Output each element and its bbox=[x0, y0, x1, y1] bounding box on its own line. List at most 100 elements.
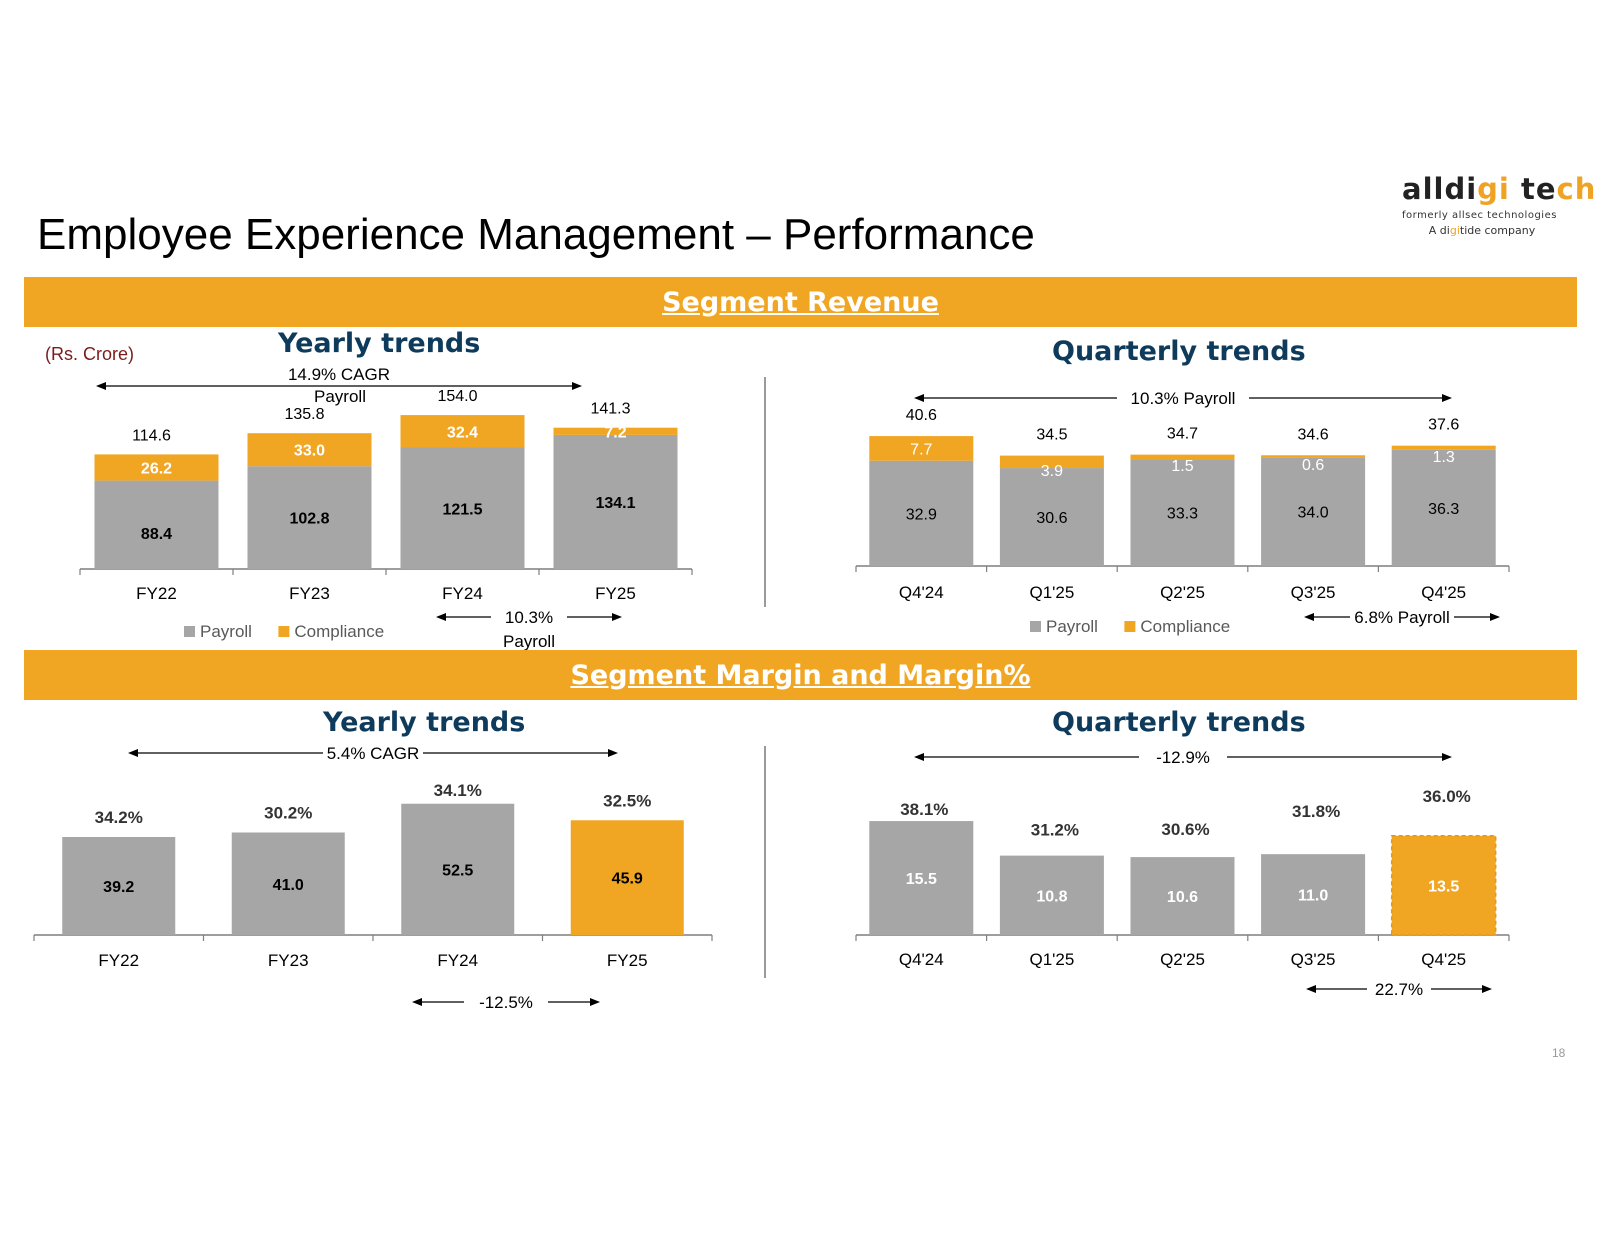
data-label-total: 34.7 bbox=[1167, 426, 1198, 443]
data-label-compliance: 3.9 bbox=[1041, 463, 1063, 480]
data-label-margin-pct: 32.5% bbox=[603, 791, 651, 810]
data-label-compliance: 33.0 bbox=[294, 443, 325, 460]
data-label-margin: 45.9 bbox=[612, 871, 643, 888]
data-label-compliance: 26.2 bbox=[141, 461, 172, 478]
annotation-label: -12.5% bbox=[479, 993, 533, 1012]
data-label-total: 34.5 bbox=[1036, 427, 1067, 444]
arrow-head bbox=[96, 382, 106, 390]
data-label-margin-pct: 34.1% bbox=[434, 781, 482, 800]
legend-label-payroll: Payroll bbox=[1046, 617, 1098, 636]
cagr-annotation bbox=[96, 382, 582, 390]
page-number: 18 bbox=[1552, 1046, 1566, 1060]
x-tick-label: Q3'25 bbox=[1291, 583, 1336, 602]
x-tick-label: Q1'25 bbox=[1029, 583, 1074, 602]
segment-margin-band: Segment Margin and Margin% bbox=[24, 650, 1577, 700]
data-label-payroll: 134.1 bbox=[595, 495, 635, 512]
x-tick-label: Q1'25 bbox=[1029, 950, 1074, 969]
logo-wordmark: alldigi tech bbox=[1402, 172, 1597, 206]
x-tick-label: FY23 bbox=[289, 584, 330, 603]
data-label-payroll: 34.0 bbox=[1298, 505, 1329, 522]
segment-margin-heading: Segment Margin and Margin% bbox=[570, 659, 1031, 691]
unit-label: (Rs. Crore) bbox=[45, 344, 134, 364]
segment-revenue-band: Segment Revenue bbox=[24, 277, 1577, 327]
x-tick-label: Q4'24 bbox=[899, 583, 944, 602]
data-label-margin: 13.5 bbox=[1428, 878, 1459, 895]
data-label-payroll: 102.8 bbox=[289, 511, 329, 528]
bar-payroll bbox=[94, 480, 219, 569]
cagr-annotation bbox=[128, 749, 618, 757]
annotation-label: 22.7% bbox=[1375, 980, 1423, 999]
x-tick-label: Q2'25 bbox=[1160, 950, 1205, 969]
data-label-margin-pct: 38.1% bbox=[900, 800, 948, 819]
x-tick-label: FY23 bbox=[268, 951, 309, 970]
segment-revenue-heading: Segment Revenue bbox=[662, 286, 939, 318]
data-label-payroll: 33.3 bbox=[1167, 506, 1198, 523]
x-tick-label: FY25 bbox=[607, 951, 648, 970]
bar-compliance bbox=[247, 433, 372, 467]
bar-payroll bbox=[1391, 449, 1496, 566]
data-label-payroll: 30.6 bbox=[1036, 510, 1067, 527]
page-title: Employee Experience Management – Perform… bbox=[37, 210, 1035, 259]
bar-payroll bbox=[999, 468, 1104, 566]
data-label-compliance: 1.5 bbox=[1171, 458, 1193, 475]
annotation-label: 10.3% Payroll bbox=[1131, 389, 1236, 408]
x-tick-label: Q2'25 bbox=[1160, 583, 1205, 602]
legend-label-payroll: Payroll bbox=[200, 622, 252, 641]
data-label-compliance: 32.4 bbox=[447, 424, 478, 441]
arrow-head bbox=[914, 394, 924, 402]
data-label-total: 135.8 bbox=[284, 406, 324, 423]
annotation-label: 5.4% CAGR bbox=[327, 744, 420, 763]
data-label-payroll: 88.4 bbox=[141, 526, 172, 543]
arrow-head bbox=[1442, 394, 1452, 402]
data-label-margin: 10.6 bbox=[1167, 889, 1198, 906]
payroll-growth-annotation bbox=[1304, 613, 1500, 621]
x-tick-label: Q4'24 bbox=[899, 950, 944, 969]
data-label-margin-pct: 30.2% bbox=[264, 804, 312, 823]
bar-compliance bbox=[869, 436, 974, 461]
data-label-margin-pct: 31.8% bbox=[1292, 802, 1340, 821]
bar-compliance bbox=[400, 415, 525, 448]
data-label-margin-pct: 31.2% bbox=[1031, 821, 1079, 840]
arrow-head bbox=[590, 998, 600, 1006]
rev-quarterly-chart: 32.9 7.7 40.6 Q4'24 30.6 3.9 34.5 Q1'25 33.3 1.5 3… bbox=[855, 389, 1510, 636]
payroll-growth-annotation bbox=[914, 394, 1452, 402]
bar-payroll bbox=[400, 447, 525, 569]
bar-payroll bbox=[1130, 459, 1235, 566]
arrow-head bbox=[412, 998, 422, 1006]
vertical-divider bbox=[764, 377, 766, 607]
annotation-label: Payroll bbox=[314, 387, 366, 406]
mar-quarterly-chart: 15.5 38.1% Q4'24 10.8 31.2% Q1'25 10.6 30.6% Q2'… bbox=[855, 748, 1510, 999]
annotation-label: Payroll bbox=[503, 632, 555, 650]
x-tick-label: FY24 bbox=[442, 584, 483, 603]
bar-payroll bbox=[247, 466, 372, 569]
arrow-head bbox=[128, 749, 138, 757]
annotation-label: -12.9% bbox=[1156, 748, 1210, 767]
arrow-head bbox=[608, 749, 618, 757]
bar-margin bbox=[999, 855, 1104, 935]
decline-annotation bbox=[412, 998, 600, 1006]
x-tick-label: Q4'25 bbox=[1421, 950, 1466, 969]
growth-annotation bbox=[436, 613, 622, 621]
bar-payroll bbox=[869, 460, 974, 566]
annotation-label: 10.3% bbox=[505, 608, 553, 627]
annotation-label: 6.8% Payroll bbox=[1354, 608, 1449, 627]
legend-swatch-compliance bbox=[278, 626, 290, 637]
logo-parent-company: A digitide company bbox=[1428, 224, 1536, 237]
decline-annotation bbox=[914, 753, 1452, 761]
bar-margin bbox=[62, 837, 176, 935]
data-label-payroll: 36.3 bbox=[1428, 501, 1459, 518]
annotation-label: 14.9% CAGR bbox=[288, 365, 390, 384]
x-tick-label: FY25 bbox=[595, 584, 636, 603]
bar-margin bbox=[231, 832, 345, 935]
arrow-head bbox=[1442, 753, 1452, 761]
bar-compliance bbox=[999, 455, 1104, 469]
arrow-head bbox=[1304, 613, 1314, 621]
arrow-head bbox=[1306, 985, 1316, 993]
data-label-compliance: 7.7 bbox=[910, 441, 932, 458]
x-tick-label: FY22 bbox=[98, 951, 139, 970]
data-label-total: 141.3 bbox=[590, 401, 630, 418]
bar-margin bbox=[1130, 857, 1235, 935]
data-label-total: 34.6 bbox=[1298, 426, 1329, 443]
mar-quarterly-title: Quarterly trends bbox=[1052, 707, 1306, 738]
bar-margin bbox=[1261, 854, 1366, 935]
